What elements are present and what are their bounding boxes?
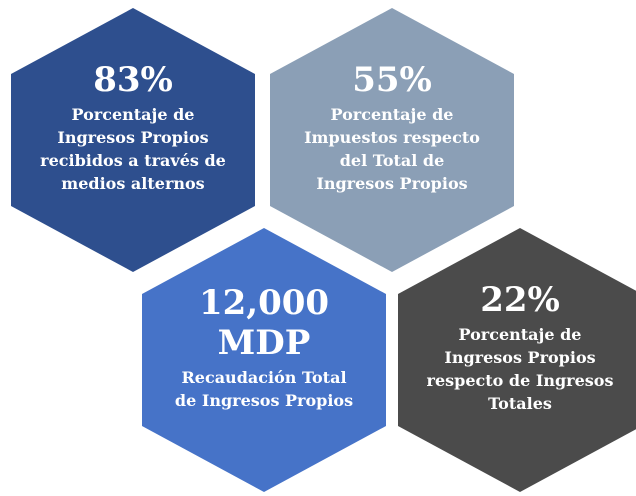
hexagon-label: Porcentaje de xyxy=(72,105,195,124)
hexagon-label: Ingresos Propios xyxy=(57,128,208,147)
hexagon xyxy=(142,228,386,492)
hexagon-label: respecto de Ingresos xyxy=(427,371,614,390)
hexagon-label: Totales xyxy=(488,394,552,413)
hexagon-label: recibidos a través de xyxy=(40,151,226,170)
hexagon-label: Ingresos Propios xyxy=(444,348,595,367)
hexagon-label: del Total de xyxy=(340,151,445,170)
hexagon-value: MDP xyxy=(218,323,311,363)
hexagon-value: 22% xyxy=(480,280,560,320)
hexagon-label: medios alternos xyxy=(61,174,204,193)
hexagon-label: Porcentaje de xyxy=(459,325,582,344)
hexagon-label: Impuestos respecto xyxy=(304,128,480,147)
hexagon-value: 83% xyxy=(93,60,173,100)
hexagon xyxy=(11,8,255,272)
hexagon-label: de Ingresos Propios xyxy=(175,391,353,410)
hexagon-value: 12,000 xyxy=(199,283,329,323)
hexagon-label: Porcentaje de xyxy=(331,105,454,124)
hexagon-label: Ingresos Propios xyxy=(316,174,467,193)
hexagon xyxy=(398,228,636,492)
hexagon xyxy=(270,8,514,272)
hexagon-value: 55% xyxy=(352,60,432,100)
hexagon-label: Recaudación Total xyxy=(181,368,346,387)
